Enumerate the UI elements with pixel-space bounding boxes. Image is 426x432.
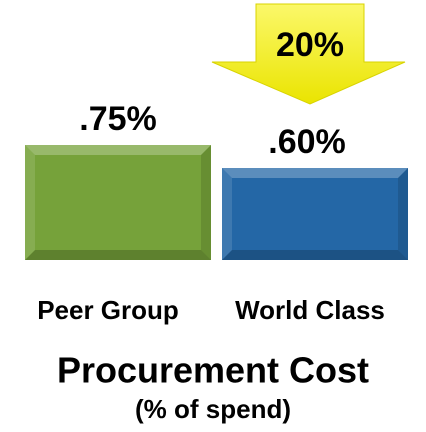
bar-bevel bbox=[25, 145, 211, 155]
annotation-arrow bbox=[211, 3, 406, 105]
bar-bevel bbox=[25, 250, 211, 260]
bar-bevel bbox=[201, 145, 211, 260]
chart-title: Procurement Cost bbox=[57, 350, 369, 391]
value-label: .75% bbox=[79, 100, 157, 138]
bar-bevel bbox=[222, 168, 408, 178]
bar-bevel bbox=[222, 168, 232, 260]
value-label: .60% bbox=[268, 123, 346, 161]
bar bbox=[222, 168, 408, 260]
annotation-label: 20% bbox=[276, 26, 344, 64]
x-tick-label: World Class bbox=[235, 295, 385, 325]
bar-bevel bbox=[398, 168, 408, 260]
x-tick-label: Peer Group bbox=[37, 295, 179, 325]
bar-bevel bbox=[25, 145, 35, 260]
bar-bevel bbox=[222, 250, 408, 260]
bar bbox=[25, 145, 211, 260]
chart-subtitle: (% of spend) bbox=[135, 394, 291, 424]
